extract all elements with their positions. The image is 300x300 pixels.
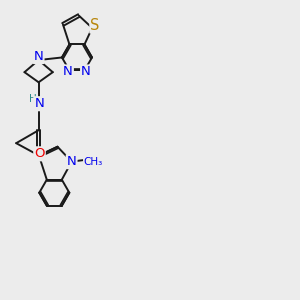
Text: S: S (90, 17, 100, 32)
Text: O: O (34, 147, 45, 160)
Text: N: N (81, 65, 91, 78)
Text: N: N (67, 155, 76, 168)
Text: N: N (34, 97, 44, 110)
Text: CH₃: CH₃ (84, 157, 103, 167)
Text: H: H (29, 94, 37, 104)
Text: N: N (63, 65, 73, 78)
Text: N: N (34, 50, 43, 63)
